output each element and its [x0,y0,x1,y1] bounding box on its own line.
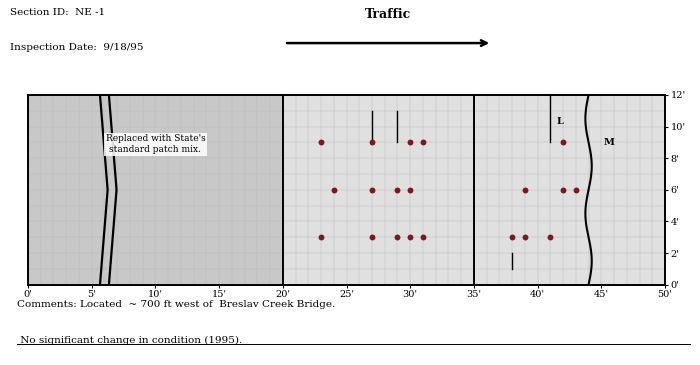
Text: Inspection Date:  9/18/95: Inspection Date: 9/18/95 [10,43,144,52]
Point [417,139,428,145]
Bar [28,95,283,285]
Point [405,187,416,193]
Point [545,234,556,240]
Point [366,187,377,193]
Point [328,187,339,193]
Text: Replaced with State's
standard patch mix.: Replaced with State's standard patch mix… [106,134,205,154]
Point [570,187,582,193]
Point [405,139,416,145]
Point [392,234,403,240]
Point [316,234,327,240]
Text: Traffic: Traffic [365,8,412,21]
Point [519,234,531,240]
Point [557,187,568,193]
Text: Section ID:  NE -1: Section ID: NE -1 [10,8,106,17]
Point [392,187,403,193]
Point [519,187,531,193]
Point [507,234,518,240]
Point [366,139,377,145]
Point [366,234,377,240]
Point [405,234,416,240]
Text: Comments: Located  ~ 700 ft west of  Breslav Creek Bridge.: Comments: Located ~ 700 ft west of Bresl… [18,300,335,309]
Text: L: L [556,117,564,126]
Text: M: M [604,138,615,147]
Text: No significant change in condition (1995).: No significant change in condition (1995… [18,336,243,345]
Point [557,139,568,145]
Point [316,139,327,145]
Point [417,234,428,240]
